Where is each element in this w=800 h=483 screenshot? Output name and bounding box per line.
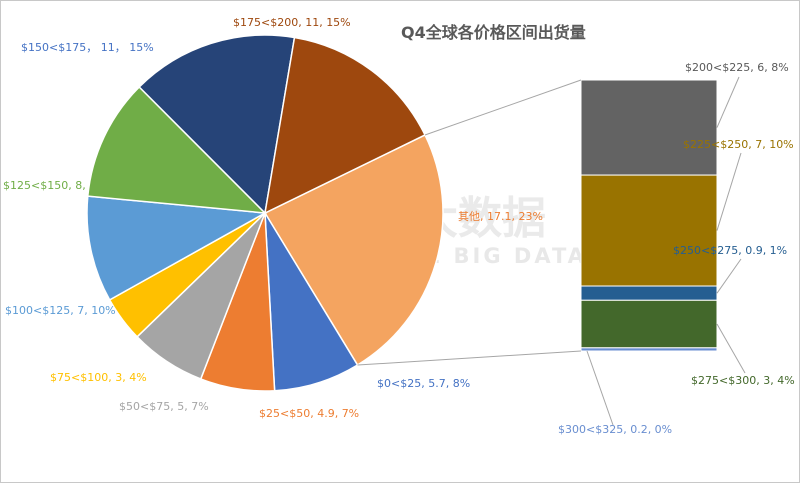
- chart-title: Q4全球各价格区间出货量: [401, 23, 586, 42]
- bar-segment-250-275: [580, 285, 718, 301]
- connector-line-top: [424, 79, 582, 136]
- connector-line-bottom: [357, 350, 582, 366]
- bar-label-275-300: $275<$300, 3, 4%: [691, 374, 795, 387]
- pie-label-25-50: $25<$50, 4.9, 7%: [259, 407, 359, 420]
- pie-label-150-175: $150<$175， 11， 15%: [21, 41, 154, 54]
- leader-line-300-325: [586, 350, 614, 426]
- leader-line-275-300: [716, 323, 746, 374]
- bar-label-200-225: $200<$225, 6, 8%: [685, 61, 789, 74]
- leader-line-250-275: [716, 258, 742, 294]
- pie-slice-100-125: [86, 195, 268, 301]
- bar-label-250-275: $250<$275, 0.9, 1%: [673, 244, 787, 257]
- pie-slice-150-175: [138, 34, 296, 215]
- pie-label-50-75: $50<$75, 5, 7%: [119, 400, 209, 413]
- bar-segment-300-325: [580, 347, 718, 352]
- leader-line-225-250: [716, 152, 742, 231]
- leader-line-200-225: [716, 76, 740, 128]
- pie-label-75-100: $75<$100, 3, 4%: [50, 371, 147, 384]
- pie-label-175-200: $175<$200, 11, 15%: [233, 16, 351, 29]
- bar-label-225-250: $225<$250, 7, 10%: [683, 138, 794, 151]
- pie-label-other: 其他, 17.1, 23%: [458, 210, 543, 223]
- bar-segment-275-300: [580, 299, 718, 349]
- pie-label-125-150: $125<$150, 8,: [3, 179, 86, 192]
- bar-segment-200-225: [580, 79, 718, 176]
- bar-label-300-325: $300<$325, 0.2, 0%: [558, 423, 672, 436]
- pie-slice-175-200: [264, 36, 426, 215]
- pie-label-100-125: $100<$125, 7, 10%: [5, 304, 116, 317]
- pie-slice-other: [263, 133, 444, 367]
- pie-slice-125-150: [86, 85, 268, 214]
- pie-label-0-25: $0<$25, 5.7, 8%: [377, 377, 470, 390]
- bar-segment-225-250: [580, 174, 718, 287]
